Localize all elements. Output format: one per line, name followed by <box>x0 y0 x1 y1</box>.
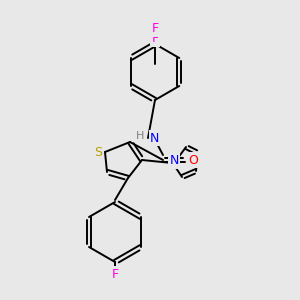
Text: F: F <box>111 268 118 281</box>
Text: H: H <box>136 131 144 141</box>
Text: F: F <box>152 22 159 35</box>
Text: N: N <box>150 131 159 145</box>
Text: O: O <box>188 154 198 166</box>
Text: S: S <box>94 146 102 158</box>
Text: F: F <box>152 32 159 46</box>
Text: N: N <box>169 154 179 167</box>
